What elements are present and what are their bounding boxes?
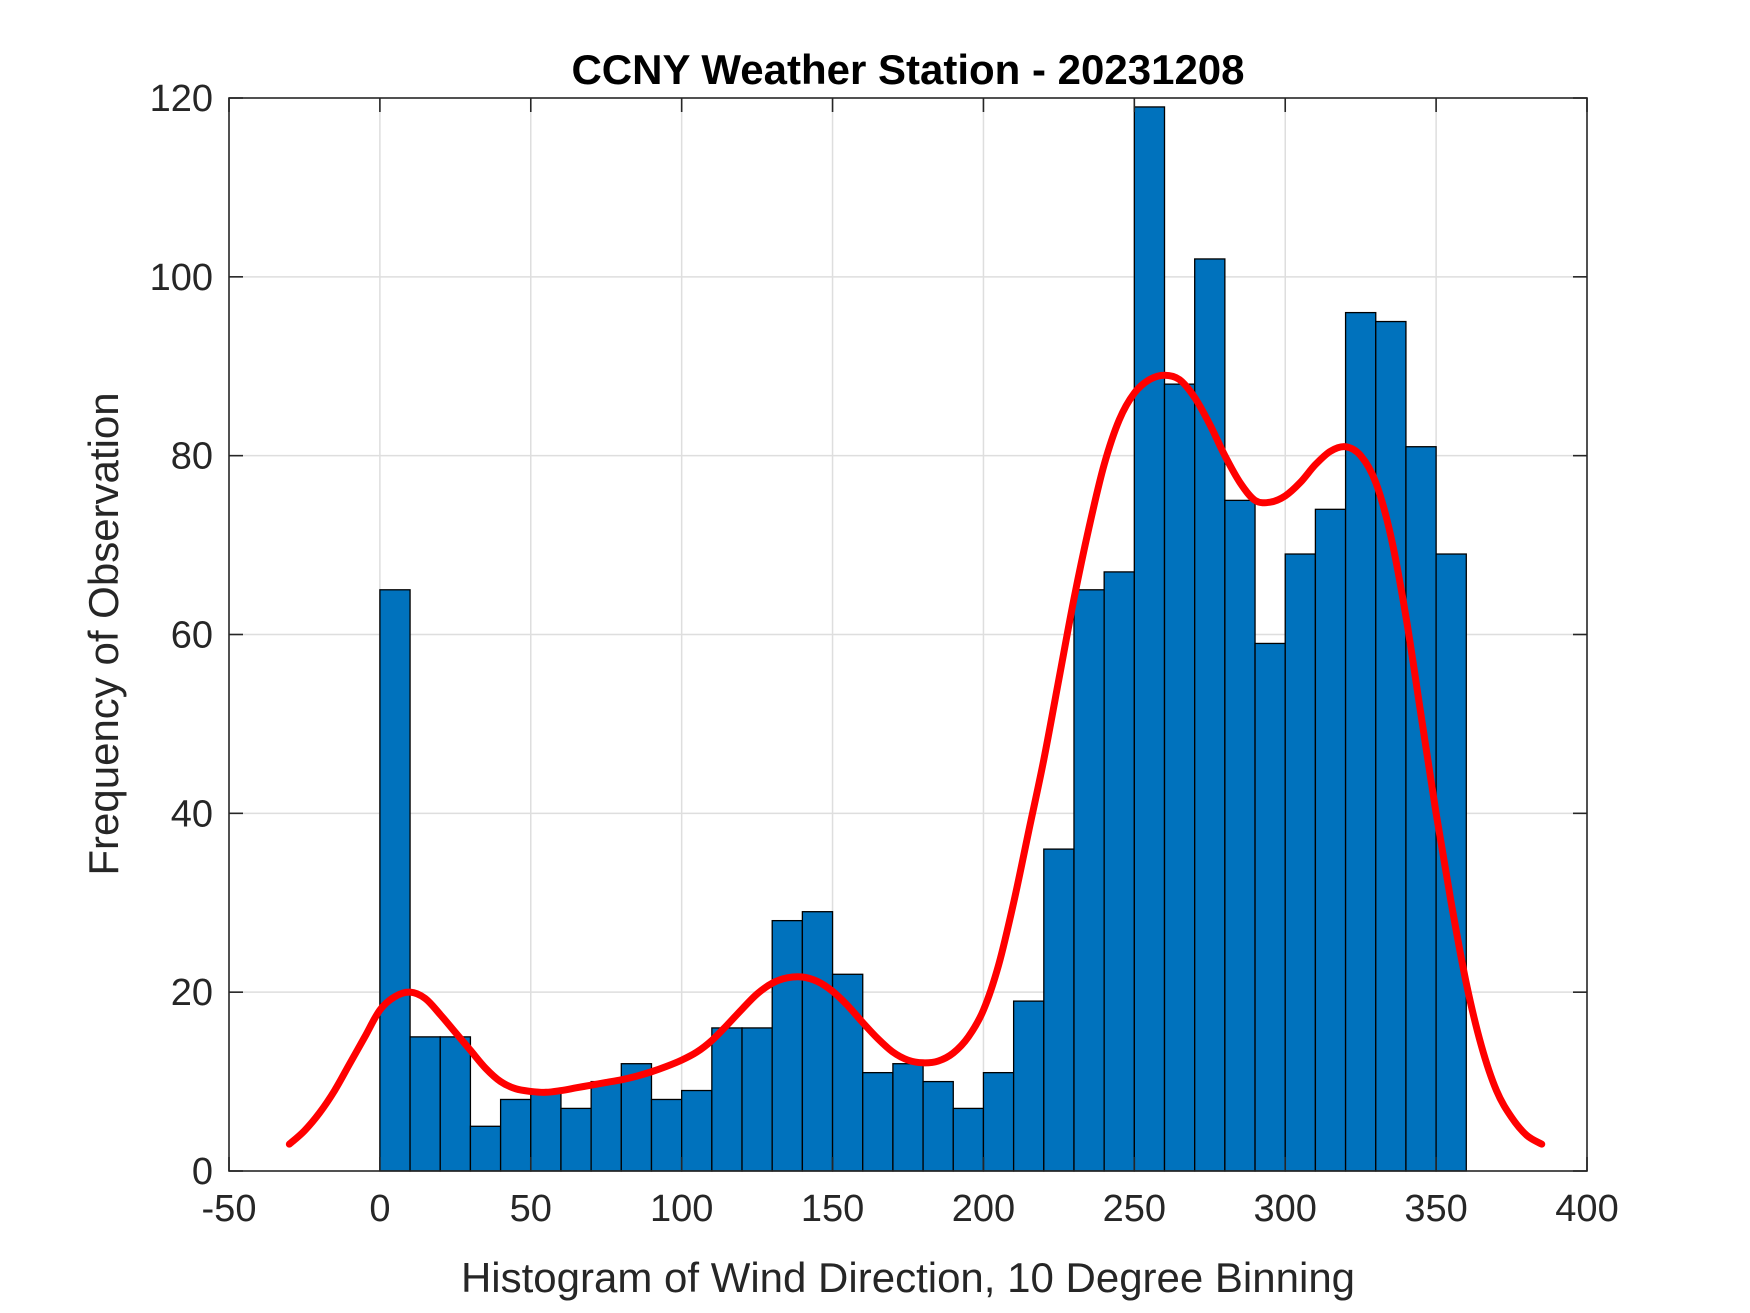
y-tick-label: 60 <box>171 615 213 657</box>
histogram-bar <box>681 1089 713 1172</box>
histogram-bar <box>1314 508 1347 1172</box>
histogram-bar <box>1043 848 1075 1172</box>
histogram-bar <box>952 1107 985 1172</box>
x-tick-label: 50 <box>510 1188 552 1230</box>
histogram-bar <box>469 1125 502 1172</box>
histogram-bar <box>771 919 804 1172</box>
histogram-bar <box>892 1063 924 1172</box>
histogram-bar <box>1194 258 1226 1172</box>
histogram-bar <box>590 1080 622 1172</box>
histogram-bar <box>1344 311 1377 1172</box>
fit-curve <box>285 371 1546 1148</box>
y-tick-label: 40 <box>171 793 213 835</box>
histogram-bar <box>439 1036 472 1172</box>
y-tick-label: 20 <box>171 972 213 1014</box>
histogram-bars <box>379 106 1467 1172</box>
y-tick-label: 100 <box>150 257 213 299</box>
histogram-bar <box>711 1027 743 1172</box>
histogram-bar <box>1375 320 1407 1172</box>
histogram-bar <box>650 1098 683 1172</box>
histogram-bar <box>1284 553 1317 1172</box>
histogram-bar <box>982 1071 1015 1172</box>
tick-labels: -50 0 50 100 150 200 250 300 350 4000204060801001… <box>150 78 1619 1230</box>
histogram-bar <box>1073 589 1105 1172</box>
chart-title: CCNY Weather Station - 20231208 <box>571 46 1244 93</box>
histogram-bar <box>801 911 834 1172</box>
y-tick-label: 120 <box>150 78 213 120</box>
x-tick-label: 350 <box>1404 1188 1467 1230</box>
histogram-bar <box>1435 553 1467 1172</box>
x-tick-label: 200 <box>952 1188 1015 1230</box>
histogram-bar <box>1224 499 1256 1172</box>
histogram-bar <box>1103 571 1135 1172</box>
histogram-bar <box>741 1027 773 1172</box>
fit-curve-layer <box>285 371 1546 1148</box>
y-axis-label: Frequency of Observation <box>80 392 127 875</box>
histogram-bar <box>560 1107 592 1172</box>
x-tick-label: 300 <box>1254 1188 1317 1230</box>
histogram-bar <box>862 1071 894 1172</box>
x-tick-label: -50 <box>202 1188 257 1230</box>
x-tick-label: 0 <box>369 1188 390 1230</box>
histogram-bar <box>1163 383 1196 1172</box>
histogram-bar <box>379 589 411 1172</box>
y-tick-label: 80 <box>171 436 213 478</box>
axis-ticks <box>228 97 1588 1172</box>
x-tick-label: 150 <box>801 1188 864 1230</box>
x-tick-label: 250 <box>1103 1188 1166 1230</box>
histogram-bar <box>499 1098 532 1172</box>
x-tick-label: 400 <box>1555 1188 1618 1230</box>
histogram-bar <box>1254 642 1286 1172</box>
histogram-bar <box>1133 106 1166 1172</box>
histogram-bar <box>1012 1000 1045 1172</box>
x-tick-label: 100 <box>650 1188 713 1230</box>
x-axis-label: Histogram of Wind Direction, 10 Degree B… <box>461 1254 1355 1301</box>
histogram-bar <box>922 1080 954 1172</box>
y-tick-label: 0 <box>192 1151 213 1193</box>
histogram-bar <box>409 1036 441 1172</box>
histogram-bar <box>530 1089 562 1172</box>
histogram-bar <box>1405 446 1437 1172</box>
